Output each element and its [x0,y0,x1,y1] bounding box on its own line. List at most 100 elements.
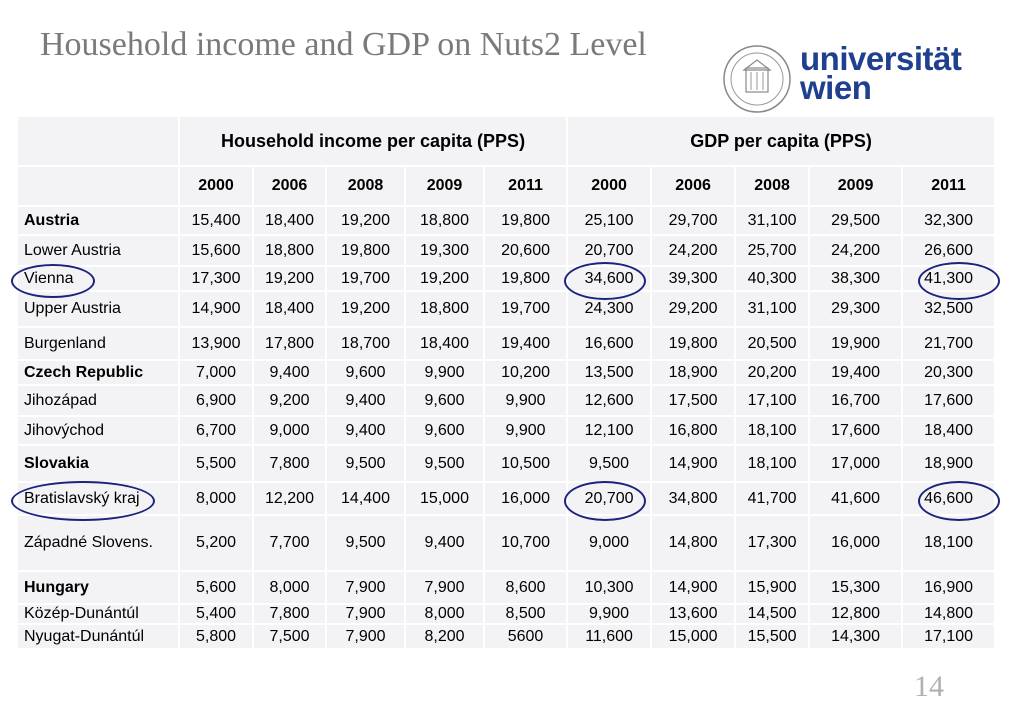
table-cell: 15,600 [178,234,254,267]
table-cell: 17,300 [178,265,254,292]
table-cell: 19,200 [325,290,406,328]
year-header: 2011 [901,165,997,207]
region-name: Upper Austria [16,290,180,328]
table-cell: 7,700 [252,514,327,572]
region-name: Közép-Dunántúl [16,603,180,625]
table-cell: 9,400 [325,415,406,446]
year-header: 2000 [566,165,653,207]
table-cell: 29,300 [808,290,904,328]
region-name: Hungary [16,570,180,605]
corner-cell [16,165,180,207]
table-cell: 17,600 [808,415,904,446]
table-cell: 19,200 [252,265,327,292]
table-cell: 12,200 [252,481,327,516]
table-row: Upper Austria 14,900 18,400 19,200 18,800 19,… [16,290,997,328]
table-cell: 8,500 [482,603,569,625]
table-cell: 16,000 [482,481,569,516]
table-cell: 9,600 [404,384,485,417]
table-cell: 9,900 [482,415,569,446]
year-header: 2008 [325,165,406,207]
table-cell: 9,000 [566,514,653,572]
table-cell: 19,900 [808,326,904,361]
table-cell: 15,000 [404,481,485,516]
table-cell: 9,200 [252,384,327,417]
table-cell: 9,900 [404,359,485,386]
table-cell: 19,800 [650,326,737,361]
year-header: 2011 [482,165,569,207]
region-name: Czech Republic [16,359,180,386]
table-cell: 16,800 [650,415,737,446]
table-cell: 6,700 [178,415,254,446]
table-cell: 7,900 [325,570,406,605]
table-cell: 19,400 [808,359,904,386]
table-cell: 7,500 [252,623,327,650]
table-cell: 9,500 [404,444,485,483]
table-cell: 34,600 [566,265,653,292]
table-cell: 19,700 [325,265,406,292]
table-cell: 29,700 [650,205,737,236]
table-cell: 10,200 [482,359,569,386]
region-name: Jihovýchod [16,415,180,446]
table-cell: 20,300 [901,359,997,386]
table-cell: 13,600 [650,603,737,625]
table-cell: 8,200 [404,623,485,650]
table-cell: 14,900 [650,570,737,605]
table-cell: 12,600 [566,384,653,417]
table-row: Jihovýchod 6,700 9,000 9,400 9,600 9,900 12,10… [16,415,997,446]
table-cell: 29,500 [808,205,904,236]
table-cell: 32,500 [901,290,997,328]
table-cell: 32,300 [901,205,997,236]
table-cell: 17,100 [901,623,997,650]
region-name: Vienna [16,265,180,292]
table-cell: 24,300 [566,290,653,328]
table-cell: 5,200 [178,514,254,572]
table-cell: 7,900 [325,603,406,625]
group-header-gdp: GDP per capita (PPS) [566,115,997,167]
table-cell: 19,200 [325,205,406,236]
table-cell: 5600 [482,623,569,650]
table-cell: 18,100 [734,444,811,483]
corner-cell [16,115,180,167]
table-cell: 21,700 [901,326,997,361]
year-header: 2006 [650,165,737,207]
table-cell: 12,800 [808,603,904,625]
table-cell: 17,300 [734,514,811,572]
table-cell: 34,800 [650,481,737,516]
region-name: Západné Slovens. [16,514,180,572]
table-cell: 9,600 [404,415,485,446]
group-header-household-income: Household income per capita (PPS) [177,115,569,167]
table-cell: 18,800 [404,290,485,328]
table-cell: 18,100 [734,415,811,446]
table-cell: 13,500 [566,359,653,386]
table-cell: 19,400 [482,326,569,361]
table-cell: 7,800 [252,444,327,483]
table-cell: 16,600 [566,326,653,361]
table-cell: 9,600 [325,359,406,386]
table-cell: 41,300 [901,265,997,292]
table-row: Czech Republic 7,000 9,400 9,600 9,900 10,200… [16,359,997,386]
table-cell: 25,100 [566,205,653,236]
table-row: Západné Slovens. 5,200 7,700 9,500 9,400 10,7… [16,514,997,572]
region-name: Burgenland [16,326,180,361]
table-cell: 14,900 [178,290,254,328]
table-cell: 18,800 [404,205,485,236]
table-cell: 8,000 [178,481,254,516]
logo-line-2: wien [800,69,872,106]
table-cell: 5,600 [178,570,254,605]
table-cell: 19,800 [482,205,569,236]
table-cell: 10,500 [482,444,569,483]
table-cell: 7,800 [252,603,327,625]
region-name: Austria [16,205,180,236]
table-cell: 15,900 [734,570,811,605]
table-row: Slovakia 5,500 7,800 9,500 9,500 10,500 9,500 1… [16,444,997,483]
table-row: Jihozápad 6,900 9,200 9,400 9,600 9,900 12,600… [16,384,997,417]
table-cell: 18,400 [252,290,327,328]
income-gdp-table: Household income per capita (PPS) GDP pe… [16,115,997,650]
table-cell: 5,500 [178,444,254,483]
table-cell: 20,700 [566,234,653,267]
logo-wordmark: universität wien [800,42,962,106]
table-row: Nyugat-Dunántúl 5,800 7,500 7,900 8,200 5600 1… [16,623,997,650]
year-header: 2009 [404,165,485,207]
table-cell: 9,500 [325,444,406,483]
table-cell: 17,500 [650,384,737,417]
